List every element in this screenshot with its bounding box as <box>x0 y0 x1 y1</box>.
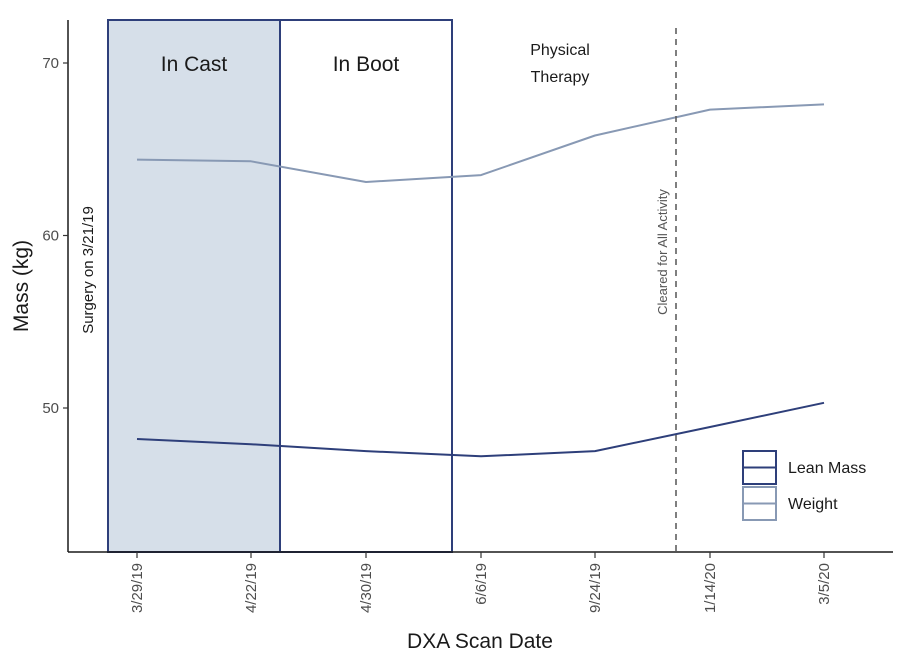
cleared-activity-label: Cleared for All Activity <box>655 189 670 315</box>
y-tick-label: 60 <box>42 228 59 245</box>
phase-regions <box>107 19 453 553</box>
weight-line <box>136 103 825 183</box>
annotations: In Cast In Boot Physical Therapy Surgery… <box>80 28 677 552</box>
series-lines <box>136 103 825 458</box>
x-tick-label: 9/24/19 <box>587 563 604 613</box>
x-tick-label: 6/6/19 <box>473 563 490 605</box>
x-axis-title: DXA Scan Date <box>407 630 553 653</box>
in-cast-region <box>107 19 281 553</box>
x-tick-label: 4/22/19 <box>243 563 260 613</box>
ticks: 50 60 70 3/29/19 4/22/19 4/30/19 6/6/19 9/24/19… <box>42 55 833 613</box>
y-tick-label: 70 <box>42 55 59 72</box>
x-tick-label: 4/30/19 <box>358 563 375 613</box>
surgery-label: Surgery on 3/21/19 <box>80 206 97 334</box>
lean-mass-line <box>136 401 825 458</box>
in-cast-label: In Cast <box>161 53 228 76</box>
x-tick-label: 1/14/20 <box>702 563 719 613</box>
y-tick-label: 50 <box>42 400 59 417</box>
physical-therapy-label-line1: Physical <box>530 42 590 59</box>
in-boot-region <box>279 19 453 553</box>
legend-label-lean-mass: Lean Mass <box>788 460 866 477</box>
y-axis-title: Mass (kg) <box>10 240 33 332</box>
physical-therapy-label-line2: Therapy <box>531 69 590 86</box>
x-tick-label: 3/5/20 <box>816 563 833 605</box>
x-tick-label: 3/29/19 <box>129 563 146 613</box>
in-boot-label: In Boot <box>333 53 400 76</box>
axis-titles: DXA Scan Date Mass (kg) <box>10 240 553 653</box>
legend-label-weight: Weight <box>788 496 838 513</box>
legend: Lean Mass Weight <box>742 450 866 521</box>
